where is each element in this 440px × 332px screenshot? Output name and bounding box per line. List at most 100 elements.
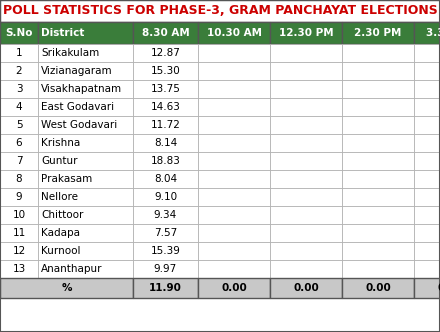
Bar (133, 116, 198, 134)
Bar (198, 62, 270, 80)
Bar (342, 188, 414, 206)
Text: 9.10: 9.10 (154, 192, 177, 202)
Bar (133, 44, 198, 62)
Text: 10.30 AM: 10.30 AM (206, 28, 261, 38)
Text: 12.87: 12.87 (150, 48, 180, 58)
Bar (133, 278, 198, 298)
Bar (133, 224, 198, 242)
Bar (0, 62, 38, 80)
Bar (414, 278, 440, 298)
Text: 14.63: 14.63 (150, 102, 180, 112)
Bar (198, 206, 270, 224)
Bar (198, 170, 270, 188)
Bar (198, 224, 270, 242)
Bar (342, 44, 414, 62)
Bar (38, 62, 133, 80)
Bar (0, 206, 38, 224)
Bar (414, 206, 440, 224)
Text: East Godavari: East Godavari (41, 102, 114, 112)
Bar (38, 116, 133, 134)
Bar (0, 170, 38, 188)
Bar (270, 62, 342, 80)
Bar (133, 152, 198, 170)
Text: 7.57: 7.57 (154, 228, 177, 238)
Text: 11.90: 11.90 (149, 283, 182, 293)
Bar (0, 98, 38, 116)
Bar (38, 22, 133, 44)
Bar (198, 188, 270, 206)
Bar (198, 242, 270, 260)
Text: 3.30 PM: 3.30 PM (426, 28, 440, 38)
Text: 3: 3 (16, 84, 22, 94)
Bar (133, 22, 198, 44)
Text: 2.30 PM: 2.30 PM (354, 28, 402, 38)
Bar (342, 98, 414, 116)
Text: 15.30: 15.30 (150, 66, 180, 76)
Bar (38, 44, 133, 62)
Text: 5: 5 (16, 120, 22, 130)
Bar (270, 152, 342, 170)
Text: 11.72: 11.72 (150, 120, 180, 130)
Text: Guntur: Guntur (41, 156, 77, 166)
Bar (414, 80, 440, 98)
Bar (270, 116, 342, 134)
Bar (270, 134, 342, 152)
Text: POLL STATISTICS FOR PHASE-3, GRAM PANCHAYAT ELECTIONS: POLL STATISTICS FOR PHASE-3, GRAM PANCHA… (3, 5, 437, 18)
Bar (270, 98, 342, 116)
Text: 13.75: 13.75 (150, 84, 180, 94)
Text: 2: 2 (16, 66, 22, 76)
Bar (414, 62, 440, 80)
Text: Krishna: Krishna (41, 138, 80, 148)
Bar (0, 116, 38, 134)
Bar (270, 206, 342, 224)
Text: 4: 4 (16, 102, 22, 112)
Bar (38, 188, 133, 206)
Bar (198, 134, 270, 152)
Bar (133, 242, 198, 260)
Bar (342, 260, 414, 278)
Text: 8.14: 8.14 (154, 138, 177, 148)
Bar (270, 188, 342, 206)
Text: 12: 12 (12, 246, 26, 256)
Bar (38, 260, 133, 278)
Bar (38, 80, 133, 98)
Text: Kadapa: Kadapa (41, 228, 80, 238)
Bar (0, 224, 38, 242)
Bar (38, 170, 133, 188)
Bar (38, 242, 133, 260)
Bar (270, 44, 342, 62)
Bar (0, 80, 38, 98)
Bar (133, 62, 198, 80)
Bar (38, 134, 133, 152)
Text: 8.04: 8.04 (154, 174, 177, 184)
Text: West Godavari: West Godavari (41, 120, 117, 130)
Text: 0.00: 0.00 (221, 283, 247, 293)
Bar (414, 170, 440, 188)
Bar (0, 242, 38, 260)
Text: 9.34: 9.34 (154, 210, 177, 220)
Text: 9.97: 9.97 (154, 264, 177, 274)
Bar (133, 80, 198, 98)
Text: 1: 1 (16, 48, 22, 58)
Bar (0, 260, 38, 278)
Bar (133, 260, 198, 278)
Bar (342, 224, 414, 242)
Bar (198, 116, 270, 134)
Bar (414, 134, 440, 152)
Bar (342, 116, 414, 134)
Bar (342, 170, 414, 188)
Bar (342, 242, 414, 260)
Bar (198, 278, 270, 298)
Bar (198, 260, 270, 278)
Bar (414, 116, 440, 134)
Bar (342, 206, 414, 224)
Bar (0, 278, 133, 298)
Bar (0, 152, 38, 170)
Text: 9: 9 (16, 192, 22, 202)
Bar (414, 224, 440, 242)
Text: 0.00: 0.00 (365, 283, 391, 293)
Bar (0, 134, 38, 152)
Bar (38, 224, 133, 242)
Bar (38, 206, 133, 224)
Bar (342, 80, 414, 98)
